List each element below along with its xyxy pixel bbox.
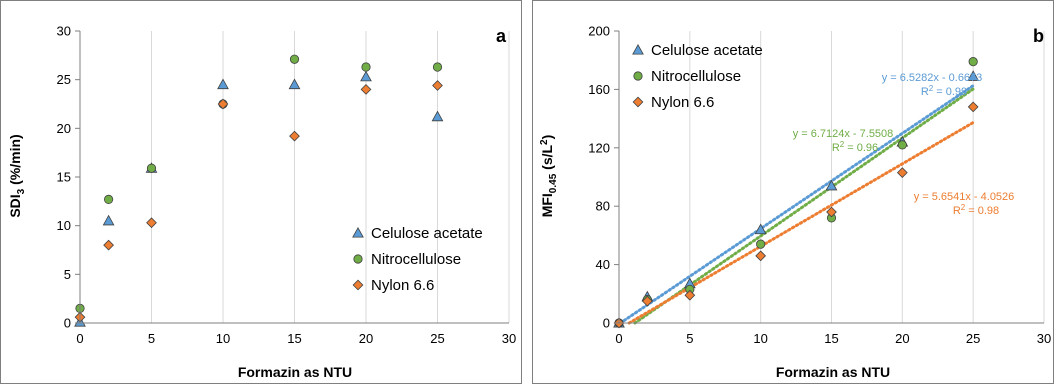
chart-b-series-1-point — [968, 57, 978, 67]
chart-a-panel-label: a — [496, 26, 507, 46]
chart-a-axes: 0 5 10 15 20 25 30 0 5 10 15 20 25 30 — [57, 24, 517, 347]
chart-a-series-0-point — [217, 78, 229, 90]
chart-a-series-1-point — [432, 62, 443, 72]
chart-a-y-tick-label: 25 — [57, 72, 71, 87]
chart-b-y-tick-label: 120 — [588, 140, 610, 155]
chart-a-y-tick-label: 20 — [57, 121, 71, 136]
chart-a-series-2-point — [360, 84, 372, 95]
chart-b-y-tick-label: 0 — [603, 316, 610, 331]
chart-a-legend-marker-1 — [353, 254, 363, 264]
chart-a-legend-marker-0 — [352, 226, 364, 238]
chart-a-legend-label-1: Nitrocellulose — [371, 251, 461, 268]
chart-b-y-tick-label: 200 — [588, 24, 610, 39]
chart-b-trend-r2-2: R2 = 0.98 — [953, 203, 999, 217]
chart-b-trend-r2-0: R2 = 0.99 — [921, 84, 967, 98]
chart-a-x-axis-title: Formazin as NTU — [238, 364, 352, 380]
chart-a-series-2-point — [289, 130, 300, 142]
chart-b-series-2-point — [755, 250, 767, 262]
chart-b-series-2-point — [967, 101, 979, 113]
chart-b-legend-marker-2 — [632, 96, 644, 108]
chart-a-y-tick-label: 30 — [57, 24, 71, 39]
chart-panel-a: 0 5 10 15 20 25 30 0 5 10 15 20 25 30 a Formazin as N… — [0, 0, 522, 384]
chart-b-x-axis-title: Formazin as NTU — [776, 364, 890, 380]
chart-b-trend-equation-0: y = 6.5282x - 0.6673 — [882, 72, 983, 84]
chart-a-series-0-point — [360, 70, 372, 82]
chart-a-x-tick-label: 20 — [359, 331, 373, 346]
chart-a-series-2-point — [146, 217, 157, 229]
chart-b-legend-label-1: Nitrocellulose — [651, 68, 741, 85]
chart-a-series-1-point — [289, 54, 300, 64]
chart-b-y-tick-label: 160 — [588, 82, 610, 97]
chart-a-x-tick-label: 0 — [76, 331, 83, 346]
chart-a-y-tick-label: 15 — [57, 170, 71, 185]
chart-a-legend: Celulose acetate Nitrocellulose Nylon 6.6 — [352, 225, 483, 294]
chart-b-x-tick-label: 30 — [1037, 331, 1051, 346]
chart-b-legend-label-0: Celulose acetate — [651, 42, 763, 59]
chart-b-series-1-point — [897, 140, 907, 150]
chart-a-x-tick-label: 25 — [430, 331, 444, 346]
chart-a-y-axis-title: SDI3 (%/min) — [7, 134, 27, 217]
chart-b-trend-r2-1: R2 = 0.96 — [832, 140, 878, 154]
chart-b-trend-equation-2: y = 5.6541x - 4.0526 — [914, 191, 1015, 203]
chart-b-axes: 0 5 10 15 20 25 30 0 40 80 120 160 200 — [588, 24, 1051, 347]
chart-a-series-0-point — [288, 78, 301, 90]
chart-a-series-1-point — [146, 163, 157, 173]
chart-a-y-tick-label: 10 — [57, 218, 71, 233]
chart-a-x-tick-label: 30 — [502, 331, 516, 346]
chart-b-series-0-point — [754, 223, 767, 235]
chart-a-series-0-point — [102, 214, 115, 226]
chart-b-x-tick-label: 10 — [753, 331, 767, 346]
chart-a-series-2-point — [217, 98, 229, 110]
chart-b-y-tick-label: 40 — [596, 257, 610, 272]
chart-b-series-2-point — [641, 295, 653, 307]
chart-a-svg: 0 5 10 15 20 25 30 0 5 10 15 20 25 30 a Formazin as N… — [0, 0, 522, 384]
chart-a-series-0-point — [431, 110, 444, 122]
chart-b-x-tick-label: 25 — [966, 331, 980, 346]
chart-b-svg: 0 5 10 15 20 25 30 0 40 80 120 160 200 b Formazin as… — [532, 0, 1054, 384]
chart-b-legend-marker-1 — [633, 71, 643, 81]
chart-b-x-tick-label: 15 — [824, 331, 838, 346]
chart-b-legend-label-2: Nylon 6.6 — [651, 94, 714, 111]
chart-b-panel-label: b — [1033, 26, 1044, 46]
chart-a-y-tick-label: 0 — [64, 316, 71, 331]
chart-b-x-tick-label: 0 — [615, 331, 622, 346]
chart-a-legend-label-0: Celulose acetate — [371, 225, 483, 242]
chart-b-x-tick-label: 5 — [686, 331, 693, 346]
chart-a-series-1-point — [104, 194, 114, 204]
chart-b-series-2-point — [684, 289, 696, 301]
chart-b-legend-marker-0 — [632, 43, 644, 55]
chart-a-x-tick-label: 10 — [216, 331, 230, 346]
chart-a-x-tick-label: 5 — [148, 331, 155, 346]
chart-panel-b: 0 5 10 15 20 25 30 0 40 80 120 160 200 b Formazin as… — [532, 0, 1054, 384]
chart-b-y-tick-label: 80 — [596, 199, 610, 214]
chart-b-series-0-point — [967, 70, 980, 81]
chart-a-series-2-point — [103, 239, 114, 251]
chart-a-legend-label-2: Nylon 6.6 — [371, 277, 434, 294]
chart-b-legend: Celulose acetate Nitrocellulose Nylon 6.6 — [632, 42, 763, 111]
chart-b-x-tick-label: 20 — [895, 331, 909, 346]
chart-a-series-2-point — [432, 80, 443, 91]
chart-b-series-2-point — [896, 167, 908, 178]
chart-b-trendline-0 — [618, 84, 975, 325]
chart-b-y-axis-title: MFI0.45 (s/L2) — [539, 135, 559, 218]
chart-a-series-1-point — [361, 62, 371, 72]
chart-a-x-tick-label: 15 — [287, 331, 301, 346]
chart-b-series-0-point — [825, 179, 838, 191]
chart-b-series-1-point — [756, 239, 766, 249]
chart-a-legend-marker-2 — [352, 279, 364, 291]
chart-b-series-2-point — [826, 206, 837, 218]
chart-a-y-tick-label: 5 — [64, 267, 71, 282]
chart-b-trend-equation-1: y = 6.7124x - 7.5508 — [793, 128, 894, 140]
